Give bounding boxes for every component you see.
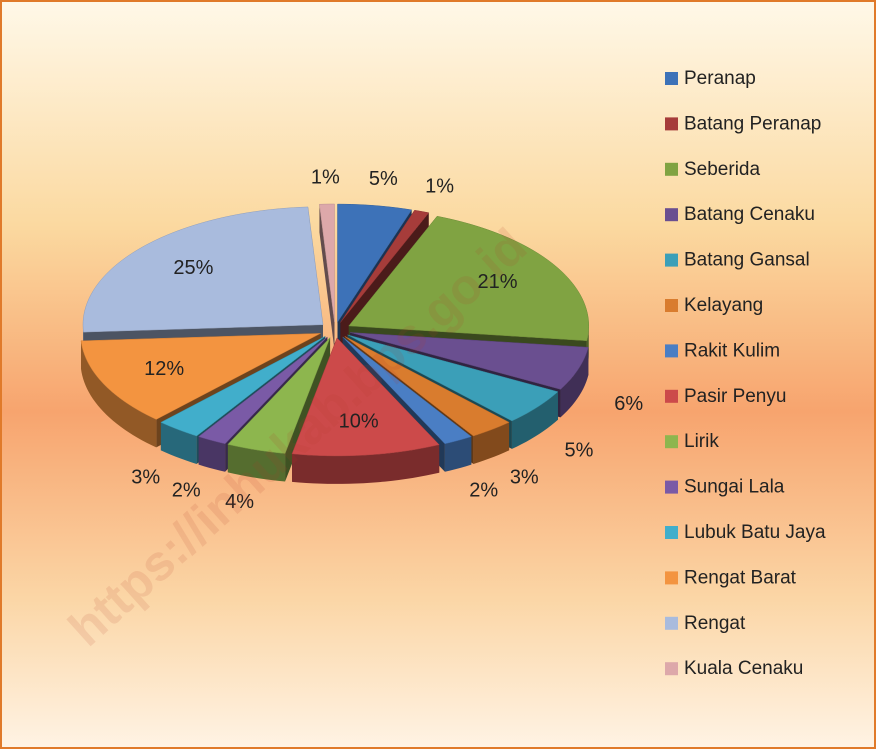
- legend-swatch: [665, 526, 678, 539]
- legend-swatch: [665, 117, 678, 130]
- data-label: 5%: [565, 439, 594, 461]
- legend-swatch: [665, 163, 678, 176]
- legend-swatch: [665, 662, 678, 675]
- legend-label: Kuala Cenaku: [684, 658, 803, 679]
- legend-label: Batang Gansal: [684, 250, 810, 271]
- legend-label: Pasir Penyu: [684, 386, 786, 407]
- legend-swatch: [665, 254, 678, 267]
- data-label: 6%: [614, 393, 643, 415]
- legend-swatch: [665, 571, 678, 584]
- data-label: 12%: [144, 358, 184, 380]
- legend-label: Sungai Lala: [684, 477, 785, 498]
- data-label: 5%: [369, 168, 398, 190]
- legend-swatch: [665, 72, 678, 85]
- legend-label: Peranap: [684, 68, 756, 89]
- legend-label: Rakit Kulim: [684, 340, 780, 361]
- legend-label: Kelayang: [684, 295, 763, 316]
- legend-label: Rengat: [684, 613, 746, 634]
- legend-swatch: [665, 617, 678, 630]
- legend-swatch: [665, 208, 678, 221]
- data-label: 25%: [173, 257, 213, 279]
- legend-swatch: [665, 344, 678, 357]
- legend-swatch: [665, 299, 678, 312]
- data-label: 1%: [425, 175, 454, 197]
- data-label: 3%: [131, 466, 160, 488]
- legend-swatch: [665, 481, 678, 494]
- legend-label: Batang Peranap: [684, 113, 821, 134]
- legend-swatch: [665, 435, 678, 448]
- legend-swatch: [665, 390, 678, 403]
- legend-label: Lirik: [684, 431, 719, 452]
- data-label: 1%: [311, 166, 340, 188]
- legend-label: Rengat Barat: [684, 567, 797, 588]
- legend-label: Seberida: [684, 159, 760, 180]
- legend-label: Lubuk Batu Jaya: [684, 522, 826, 543]
- data-label: 2%: [469, 479, 498, 501]
- data-label: 3%: [510, 466, 539, 488]
- legend-label: Batang Cenaku: [684, 204, 815, 225]
